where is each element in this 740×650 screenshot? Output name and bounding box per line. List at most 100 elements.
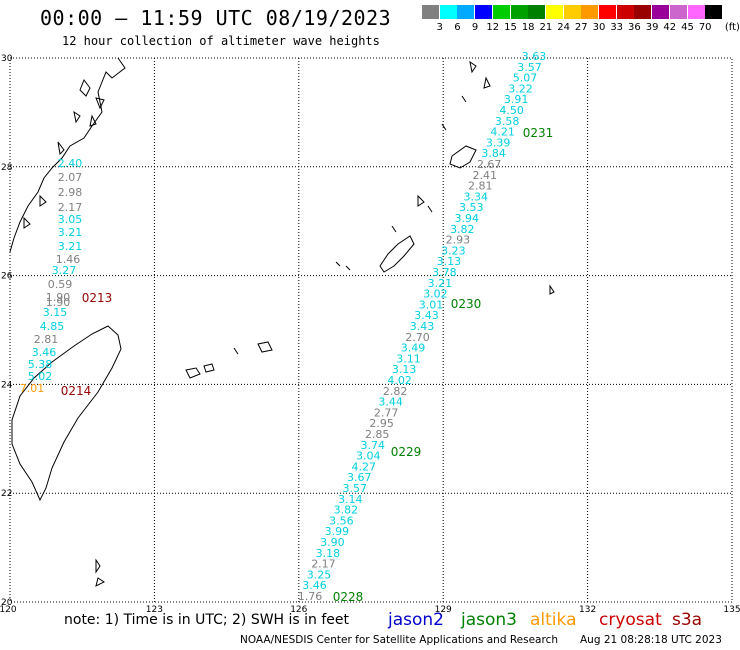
wave-height-reading: 3.84 — [481, 147, 506, 160]
colorbar-label: 27 — [574, 22, 588, 33]
wave-height-reading: 3.39 — [486, 136, 511, 149]
wave-height-reading: 4.21 — [490, 126, 515, 139]
okinawa-island — [379, 235, 415, 273]
wave-height-reading: 4.02 — [387, 374, 412, 387]
wave-height-reading: 3.91 — [504, 93, 529, 106]
wave-height-reading: 5.38 — [28, 358, 53, 371]
x-tick-label: 123 — [146, 605, 163, 615]
wave-height-reading: 2.07 — [58, 171, 83, 184]
wave-height-reading: 3.43 — [410, 320, 435, 333]
china-coastline — [9, 57, 126, 253]
wave-height-reading: 3.90 — [320, 536, 345, 549]
colorbar-swatch — [705, 5, 723, 19]
wave-height-reading: 2.17 — [311, 558, 336, 571]
colorbar-label: 6 — [454, 22, 461, 33]
wave-height-reading: 3.01 — [419, 298, 444, 311]
colorbar-swatch — [457, 5, 475, 19]
wave-height-reading: 2.77 — [374, 406, 399, 419]
wave-height-reading: 1.90 — [46, 296, 71, 309]
colorbar-swatch — [563, 5, 581, 19]
legend-jason2: jason2 — [388, 610, 444, 630]
wave-height-reading: 3.21 — [428, 277, 453, 290]
colorbar-label: 21 — [539, 22, 553, 33]
wave-height-reading: 5.07 — [513, 72, 538, 85]
wave-height-reading: 3.11 — [396, 352, 421, 365]
colorbar-swatch — [422, 5, 439, 19]
wave-height-reading: 3.57 — [343, 482, 368, 495]
wave-height-reading: 1.76 — [298, 590, 323, 603]
colorbar-label: 70 — [698, 22, 712, 33]
wave-height-reading: 2.93 — [446, 234, 471, 247]
wave-height-reading: 3.56 — [329, 514, 354, 527]
timestamp-text: Aug 21 08:28:18 UTC 2023 — [580, 634, 722, 646]
wave-height-reading: 2.17 — [58, 201, 83, 214]
colorbar-label: 42 — [663, 22, 677, 33]
y-tick-label: 20 — [1, 598, 13, 608]
wave-height-reading: 3.67 — [347, 471, 372, 484]
x-tick-label: 132 — [579, 605, 596, 615]
wave-height-reading: 2.85 — [365, 428, 390, 441]
wave-height-reading: 3.58 — [495, 115, 520, 128]
colorbar-label: 24 — [557, 22, 570, 33]
colorbar-label: 12 — [486, 22, 500, 33]
amami-island — [449, 145, 477, 169]
colorbar-label: 30 — [592, 22, 606, 33]
colorbar-swatch — [652, 5, 670, 19]
wave-height-reading: 4.27 — [352, 460, 377, 473]
wave-height-reading: 1.90 — [46, 291, 71, 304]
x-tick-label: 126 — [290, 605, 307, 615]
colorbar-swatch — [510, 5, 528, 19]
colorbar-label: 3 — [436, 22, 443, 33]
wave-height-reading: 0.59 — [48, 278, 73, 291]
colorbar-swatch — [687, 5, 705, 19]
wave-height-reading: 4.50 — [499, 104, 524, 117]
wave-height-reading: 3.46 — [302, 579, 327, 592]
wave-height-reading: 2.40 — [58, 157, 83, 170]
colorbar-swatch — [616, 5, 634, 19]
colorbar-swatch — [545, 5, 563, 19]
wave-height-reading: 2.98 — [58, 186, 83, 199]
wave-height-reading: 2.81 — [468, 180, 493, 193]
wave-height-reading: 3.53 — [459, 201, 484, 214]
wave-height-reading: 3.99 — [325, 525, 350, 538]
wave-height-reading: 3.18 — [316, 547, 341, 560]
y-tick-label: 28 — [1, 163, 13, 173]
wave-height-reading: 3.02 — [423, 288, 448, 301]
wave-height-reading: 3.94 — [455, 212, 480, 225]
colorbar-swatch — [492, 5, 510, 19]
credit-text: NOAA/NESDIS Center for Satellite Applica… — [240, 634, 558, 646]
colorbar-swatch — [439, 5, 457, 19]
legend-s3a: s3a — [672, 610, 703, 630]
wave-height-reading: 3.23 — [441, 244, 466, 257]
wave-height-reading: 2.82 — [383, 385, 408, 398]
colorbar-label: 15 — [504, 22, 517, 33]
wave-height-reading: 2.41 — [472, 169, 497, 182]
wave-height-reading: 3.49 — [401, 342, 426, 355]
wave-height-reading: 3.13 — [437, 255, 462, 268]
colorbar-swatch — [634, 5, 652, 19]
footer-note: note: 1) Time is in UTC; 2) SWH is in fe… — [64, 612, 350, 628]
wave-height-reading: 3.63 — [522, 50, 547, 63]
y-tick-label: 22 — [1, 489, 12, 499]
x-tick-label: 129 — [435, 605, 452, 615]
colorbar-swatch — [581, 5, 599, 19]
wave-height-reading: 3.13 — [392, 363, 417, 376]
wave-height-reading: 3.22 — [508, 82, 533, 95]
wave-height-reading: 3.78 — [432, 266, 457, 279]
legend-cryosat: cryosat — [599, 610, 662, 630]
x-tick-label: 135 — [723, 605, 740, 615]
y-tick-label: 26 — [1, 272, 13, 282]
pass-id-label: 0228 — [333, 590, 364, 604]
pass-id-label: 0214 — [61, 384, 92, 398]
taiwan-coastline — [11, 325, 122, 502]
colorbar-swatch — [599, 5, 616, 19]
wave-height-reading: 3.34 — [464, 190, 489, 203]
colorbar-label: 9 — [471, 22, 479, 33]
wave-height-reading: 3.25 — [307, 568, 332, 581]
pass-id-label: 0213 — [82, 291, 113, 305]
wave-height-reading: 3.44 — [378, 396, 403, 409]
y-tick-label: 30 — [1, 54, 13, 64]
colorbar-label: 18 — [521, 22, 535, 33]
wave-height-reading: 3.82 — [334, 504, 359, 517]
